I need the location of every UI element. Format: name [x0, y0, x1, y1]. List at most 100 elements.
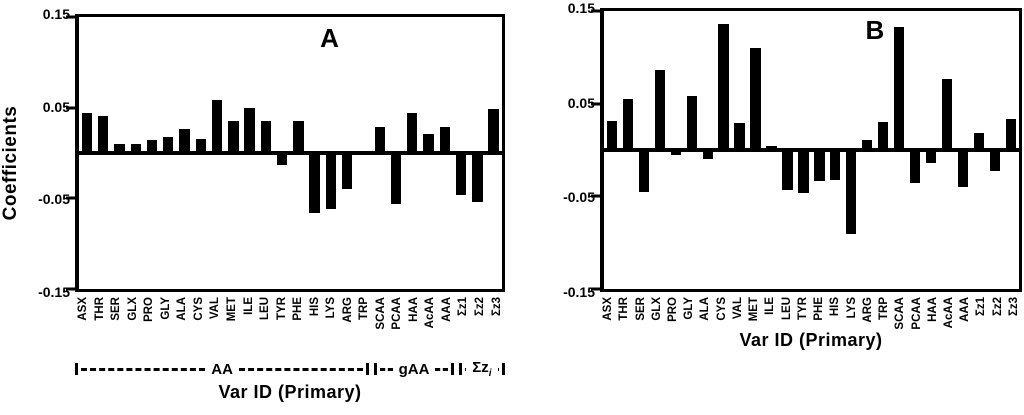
bar-Σz3	[1005, 119, 1017, 150]
bar-slot-ALA	[700, 11, 716, 289]
x-tick-SER: SER	[108, 297, 125, 359]
bar-GLX	[130, 143, 141, 153]
bar-slot-Σz3	[486, 17, 502, 289]
bar-MET	[228, 121, 239, 153]
bar-PCAA	[390, 153, 402, 204]
bar-Σz1	[973, 133, 985, 150]
bar-PHE	[814, 150, 825, 181]
x-tick-label: LYS	[845, 297, 858, 319]
bracket-left-cap	[75, 363, 78, 375]
ytick-label: 0.15	[42, 6, 70, 22]
bracket-left-cap	[374, 363, 378, 375]
bar-PCAA	[910, 150, 921, 184]
bar-GLY	[686, 96, 697, 150]
x-tick-label: VAL	[731, 297, 744, 320]
x-tick-label: THR	[93, 297, 106, 321]
x-tick-ARG: ARG	[340, 297, 357, 359]
ytick-label: 0.15	[567, 0, 595, 16]
bar-GLY	[163, 136, 174, 153]
bar-slot-PCAA	[907, 11, 923, 289]
x-tick-Σz3: Σz3	[488, 297, 505, 359]
x-tick-label: AcAA	[943, 297, 955, 329]
x-tick-label: TYR	[796, 297, 809, 320]
bar-slot-ARG	[860, 11, 876, 289]
x-tick-TYR: TYR	[273, 297, 290, 359]
panel-b-ytick-labels: 0.15 0.05 -0.05 -0.15	[545, 0, 595, 300]
bar-VAL	[734, 123, 745, 150]
x-tick-GLX: GLX	[125, 297, 142, 359]
bar-SER	[114, 143, 125, 153]
x-tick-HIS: HIS	[306, 297, 323, 359]
x-tick-Σz1: Σz1	[455, 297, 472, 359]
x-tick-label: MET	[226, 297, 239, 322]
y-axis-tick	[66, 196, 75, 200]
x-tick-label: MET	[748, 297, 761, 322]
bar-ASX	[606, 121, 617, 150]
bar-slot-SER	[112, 17, 128, 289]
x-tick-label: HAA	[407, 297, 420, 322]
y-axis-tick	[591, 102, 600, 106]
x-tick-Σz2: Σz2	[472, 297, 489, 359]
x-tick-HAA: HAA	[406, 297, 423, 359]
x-tick-label: GLX	[650, 297, 663, 321]
bracket-right-cap	[366, 363, 370, 375]
bar-slot-Σz2	[469, 17, 485, 289]
x-tick-label: AAA	[959, 297, 972, 322]
panel-a-ytick-labels: 0.15 0.05 -0.05 -0.15	[20, 6, 70, 300]
bar-slot-HIS	[307, 17, 323, 289]
x-tick-LEU: LEU	[257, 297, 274, 359]
bar-slot-AcAA	[421, 17, 437, 289]
bar-slot-THR	[95, 17, 111, 289]
bracket-right-cap	[501, 363, 505, 375]
x-tick-label: SER	[634, 297, 647, 321]
x-tick-label: PCAA	[391, 297, 404, 330]
bar-slot-SCAA	[372, 17, 388, 289]
bar-slot-VAL	[209, 17, 225, 289]
bar-PRO	[146, 140, 158, 153]
bar-THR	[98, 115, 109, 153]
zero-baseline	[604, 148, 1019, 152]
x-tick-TRP: TRP	[356, 297, 373, 359]
bar-slot-LYS	[323, 17, 339, 289]
group-bracket-Σz: Σzi	[458, 359, 505, 379]
x-tick-label: HIS	[308, 297, 321, 317]
bar-slot-LEU	[258, 17, 274, 289]
bar-slot-SER	[636, 11, 652, 289]
bar-GLX	[654, 70, 665, 150]
y-axis-tick	[66, 106, 75, 110]
bar-THR	[622, 99, 633, 150]
panel-a-xtick-labels: ASX THR SER GLX PRO GLY ALA CYS VAL MET ILE LEU TYR P…	[75, 297, 505, 359]
bracket-dash	[464, 367, 467, 371]
panel-a-bars	[79, 17, 502, 289]
x-tick-label: ILE	[242, 297, 255, 315]
bar-slot-GLY	[160, 17, 176, 289]
x-tick-SCAA: SCAA	[373, 297, 390, 359]
bar-Σz1	[455, 153, 467, 195]
x-tick-label: ASX	[602, 297, 615, 321]
x-tick-label: PRO	[667, 297, 680, 322]
bar-slot-ASX	[79, 17, 95, 289]
y-axis-tick	[66, 287, 75, 291]
panel-a-plot: A	[66, 14, 505, 292]
x-tick-label: Σz1	[975, 297, 988, 317]
bar-SER	[638, 150, 649, 192]
bracket-dash	[497, 367, 499, 371]
bar-LYS	[325, 153, 337, 210]
panel-b-letter: B	[865, 15, 885, 45]
x-tick-label: Σz3	[1007, 297, 1020, 317]
x-tick-label: GLX	[126, 297, 139, 321]
group-bracket-AA: AA	[75, 360, 370, 378]
bar-slot-LEU	[780, 11, 796, 289]
ytick-label: -0.05	[563, 189, 595, 206]
bar-slot-MET	[225, 17, 241, 289]
bar-TRP	[878, 122, 889, 150]
bar-slot-Σz3	[1003, 11, 1019, 289]
bar-MET	[750, 48, 761, 150]
bar-ARG	[862, 139, 873, 150]
x-tick-THR: THR	[92, 297, 109, 359]
x-tick-PHE: PHE	[290, 297, 307, 359]
x-tick-label: PCAA	[910, 297, 923, 330]
x-tick-label: TRP	[878, 297, 891, 320]
bar-slot-GLX	[128, 17, 144, 289]
x-tick-AAA: AAA	[439, 297, 456, 359]
